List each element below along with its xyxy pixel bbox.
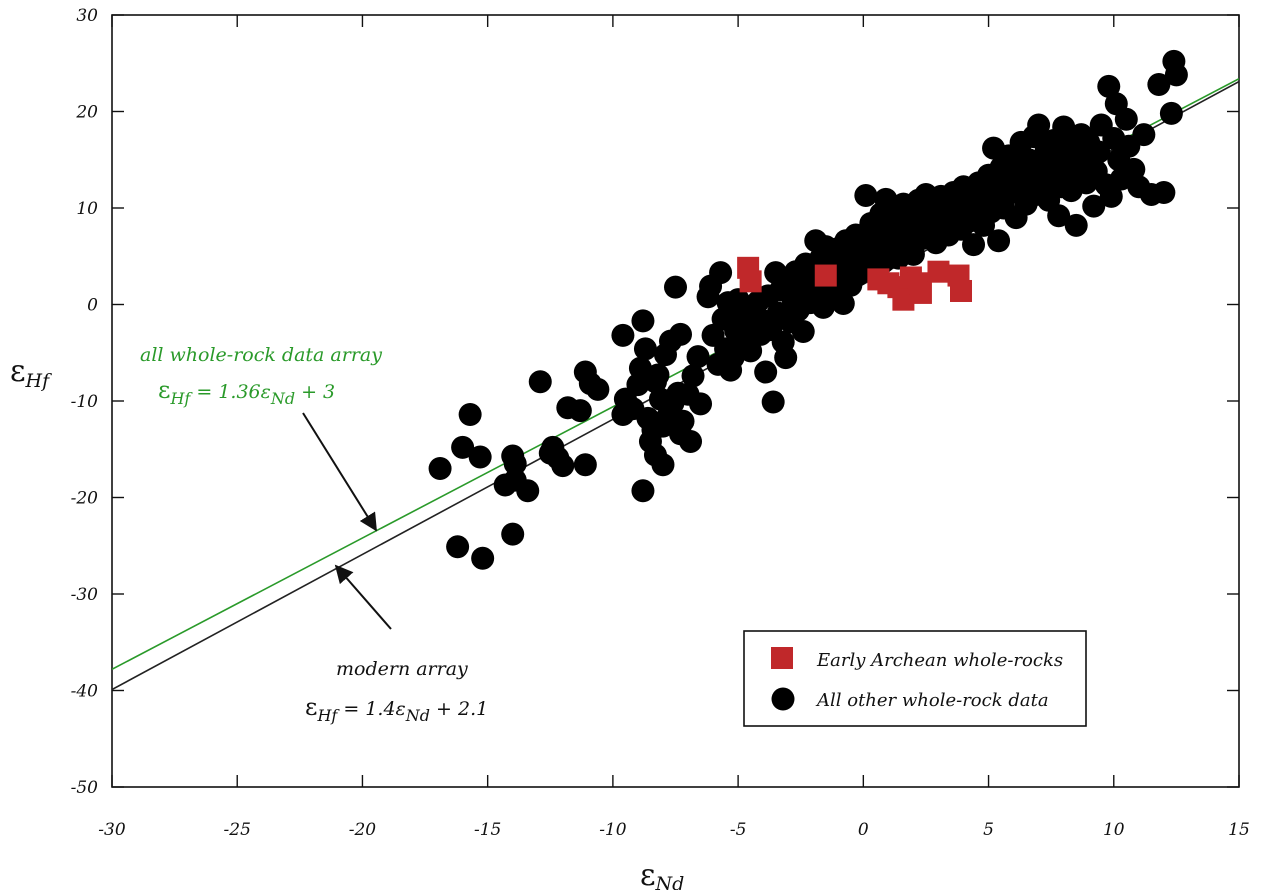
x-tick-label: -25 <box>224 820 251 840</box>
data-point-circle <box>1082 194 1106 218</box>
data-point-circle <box>679 430 703 454</box>
x-tick-label: -10 <box>599 820 627 840</box>
data-point-square <box>814 264 837 287</box>
data-point-circle <box>651 453 675 477</box>
data-point-circle <box>987 229 1011 253</box>
legend-box <box>743 630 1087 727</box>
x-tick-label: -20 <box>349 820 377 840</box>
data-point-circle <box>631 479 655 503</box>
axis-tick-labels: -30 -25 -20 -15 -10 -5 0 5 10 15-50-40-30-20-1001… <box>71 6 1250 840</box>
data-point-circle <box>1097 74 1121 98</box>
y-axis-title: εHf <box>10 354 52 392</box>
data-point-circle <box>633 337 657 361</box>
data-point-circle <box>754 360 778 384</box>
x-tick-label: 15 <box>1228 820 1250 840</box>
data-point-circle <box>458 403 482 427</box>
data-point-circle <box>586 377 610 401</box>
y-tick-label: -30 <box>71 585 99 605</box>
data-point-circle <box>1132 123 1156 147</box>
y-tick-label: -20 <box>71 489 99 509</box>
data-point-circle <box>1047 204 1071 228</box>
y-tick-label: -40 <box>71 682 99 702</box>
data-point-circle <box>791 320 815 344</box>
data-point-circle <box>1164 63 1188 87</box>
legend: Early Archean whole-rocks All other whol… <box>743 630 1087 727</box>
data-point-circle <box>471 546 495 570</box>
data-point-circle <box>573 453 597 477</box>
y-tick-label: 20 <box>75 103 98 123</box>
data-point-circle <box>568 399 592 423</box>
annotation-modern-equation: εHf = 1.4εNd + 2.1 <box>305 693 488 725</box>
data-point-circle <box>446 535 470 559</box>
axis-ticks <box>111 14 1240 788</box>
data-point-circle <box>611 323 635 347</box>
y-tick-label: 0 <box>87 296 98 316</box>
data-points <box>428 49 1188 570</box>
data-point-circle <box>468 445 492 469</box>
data-point-circle <box>628 356 652 380</box>
data-point-circle <box>761 390 785 414</box>
data-point-circle <box>686 345 710 369</box>
data-point-square <box>927 260 950 283</box>
data-point-circle <box>451 435 475 459</box>
x-tick-label: 0 <box>858 820 869 840</box>
y-tick-label: 10 <box>76 199 98 219</box>
y-tick-label: -10 <box>71 392 99 412</box>
legend-label-all-other: All other whole-rock data <box>815 690 1049 711</box>
data-point-circle <box>1052 115 1076 139</box>
data-point-circle <box>1147 72 1171 96</box>
y-tick-label: 30 <box>76 6 98 26</box>
data-point-circle <box>669 322 693 346</box>
data-point-circle <box>1027 113 1051 137</box>
data-point-circle <box>1152 181 1176 205</box>
data-point-circle <box>631 309 655 333</box>
data-point-circle <box>811 295 835 319</box>
data-point-circle <box>501 522 525 546</box>
data-point-circle <box>854 183 878 207</box>
data-point-circle <box>528 370 552 394</box>
annotation-arrow-modern <box>334 564 392 630</box>
data-point-circle <box>1159 101 1183 125</box>
data-point-circle <box>774 346 798 370</box>
data-point-square <box>950 279 973 302</box>
legend-marker-early-archean <box>771 647 793 669</box>
annotation-all-whole-rock-equation: εHf = 1.36εNd + 3 <box>158 376 335 408</box>
annotation-modern: modern array εHf = 1.4εNd + 2.1 <box>305 564 488 725</box>
annotation-modern-label: modern array <box>336 658 468 680</box>
data-point-circle <box>709 261 733 285</box>
y-tick-label: -50 <box>71 778 99 798</box>
x-tick-label: -30 <box>98 820 126 840</box>
data-point-circle <box>1087 140 1111 164</box>
data-point-circle <box>1114 107 1138 131</box>
data-point-circle <box>681 364 705 388</box>
data-point-circle <box>428 457 452 481</box>
data-point-circle <box>1122 157 1146 181</box>
legend-marker-all-other <box>771 687 795 711</box>
data-point-circle <box>516 479 540 503</box>
data-point-circle <box>1099 184 1123 208</box>
data-point-circle <box>1064 213 1088 237</box>
annotation-all-whole-rock-label: all whole-rock data array <box>140 344 382 366</box>
annotation-arrow-all-whole-rock <box>302 412 377 532</box>
data-point-circle <box>646 363 670 387</box>
data-point-circle <box>664 275 687 299</box>
data-point-circle <box>962 233 986 257</box>
data-point-circle <box>831 292 855 316</box>
data-point-circle <box>671 409 695 433</box>
annotation-all-whole-rock: all whole-rock data array εHf = 1.36εNd … <box>140 344 382 532</box>
data-point-circle <box>689 392 713 416</box>
x-axis-title: εNd <box>640 858 684 890</box>
data-point-circle <box>874 187 898 211</box>
data-point-circle <box>503 452 527 476</box>
x-tick-label: -15 <box>474 820 501 840</box>
data-point-square <box>739 270 762 293</box>
x-tick-label: 5 <box>983 820 994 840</box>
data-point-circle <box>551 454 575 478</box>
x-tick-label: -5 <box>730 820 747 840</box>
x-tick-label: 10 <box>1103 820 1125 840</box>
legend-label-early-archean: Early Archean whole-rocks <box>816 650 1063 671</box>
data-point-square <box>909 281 932 304</box>
